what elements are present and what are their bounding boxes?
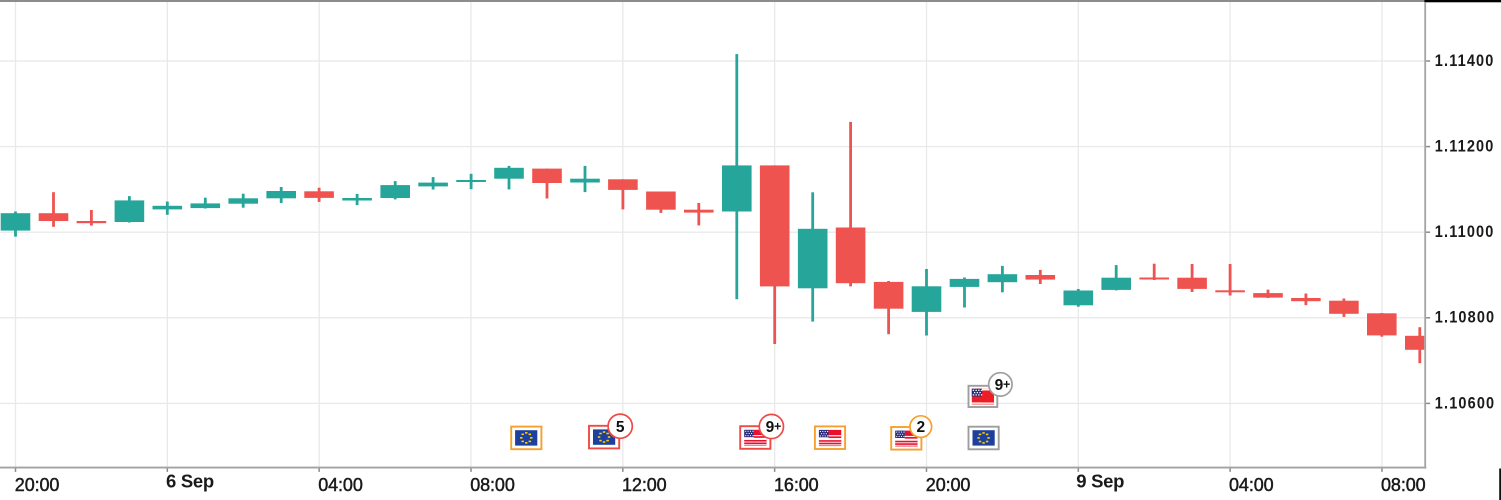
svg-text:12:00: 12:00: [622, 475, 667, 495]
svg-text:1.11000: 1.11000: [1435, 223, 1495, 241]
svg-text:6 Sep: 6 Sep: [166, 470, 214, 491]
svg-text:1.11200: 1.11200: [1435, 138, 1495, 156]
svg-text:5: 5: [616, 419, 625, 436]
svg-text:9 Sep: 9 Sep: [1076, 470, 1124, 491]
svg-text:+: +: [774, 420, 781, 434]
svg-text:16:00: 16:00: [774, 475, 819, 495]
svg-text:08:00: 08:00: [470, 475, 515, 495]
svg-text:9: 9: [766, 419, 775, 436]
svg-text:1.10800: 1.10800: [1435, 309, 1495, 327]
svg-text:1.11400: 1.11400: [1435, 52, 1495, 70]
svg-text:20:00: 20:00: [926, 475, 971, 495]
svg-text:08:00: 08:00: [1381, 475, 1426, 495]
svg-text:9: 9: [995, 377, 1004, 394]
svg-text:+: +: [1003, 378, 1010, 392]
svg-text:2: 2: [916, 419, 925, 436]
svg-text:04:00: 04:00: [1229, 475, 1274, 495]
svg-text:20:00: 20:00: [15, 475, 60, 495]
svg-text:1.10600: 1.10600: [1435, 394, 1495, 412]
svg-text:04:00: 04:00: [318, 475, 363, 495]
